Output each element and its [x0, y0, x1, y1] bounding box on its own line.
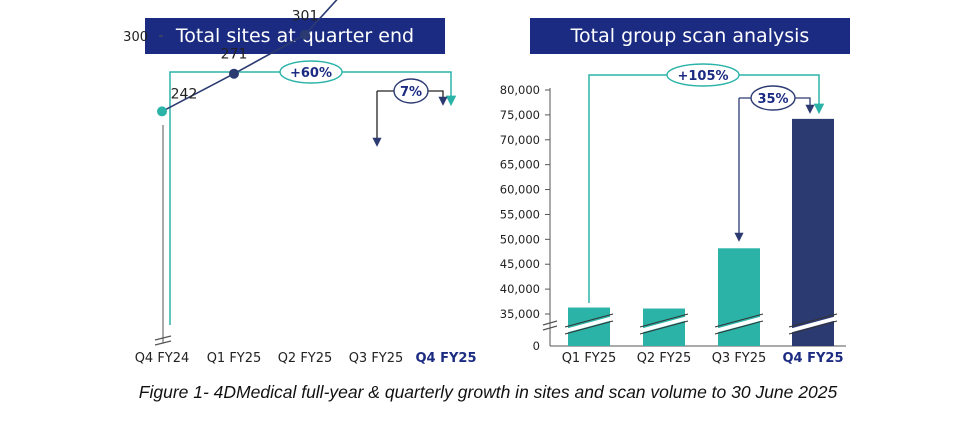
sites-xtick-label: Q2 FY25	[278, 351, 333, 366]
sites-growth-bracket	[169, 71, 457, 325]
sites-xtick-label: Q4 FY24	[135, 351, 190, 366]
sites-qoq-badge	[393, 78, 429, 104]
scans-bar-break	[714, 316, 764, 333]
scans-bar-break-line	[788, 320, 838, 335]
sites-axis-break-2	[154, 340, 172, 346]
sites-value-label: 301	[292, 9, 319, 25]
sites-value-label: 271	[221, 47, 248, 63]
sites-point	[229, 68, 239, 79]
scans-xtick-label: Q1 FY25	[562, 351, 617, 366]
sites-point	[300, 29, 310, 40]
sites-title: Total sites at quarter end	[175, 25, 414, 47]
scans-bar-break-line	[564, 313, 614, 328]
scans-bar	[792, 118, 834, 346]
sites-ytick-label: 300	[123, 30, 148, 45]
scans-ytick-label: 40,000	[500, 282, 540, 296]
scans-bar-break-line	[639, 320, 689, 335]
sites-xtick-label: Q1 FY25	[207, 351, 262, 366]
scans-ytick-label: 60,000	[500, 183, 540, 197]
sites-xtick-label: Q4 FY25	[415, 351, 476, 366]
figure-caption: Figure 1- 4DMedical full-year & quarterl…	[138, 382, 838, 402]
scans-title-banner	[530, 18, 850, 54]
scans-bar-break-line	[788, 313, 838, 328]
scans-ytick-label: 45,000	[500, 257, 540, 271]
scans-growth-badge	[666, 63, 740, 87]
scans-growth-bracket	[588, 74, 825, 303]
scans-ytick-label: 55,000	[500, 207, 540, 221]
scans-bar-break-line	[639, 313, 689, 328]
sites-chart: Total sites at quarter end 300350400 +60…	[123, 0, 477, 366]
sites-growth-badge	[279, 60, 343, 84]
sites-qoq-label: 7%	[400, 85, 422, 100]
scans-axis-break-2	[542, 325, 558, 331]
scans-xtick-label: Q2 FY25	[637, 351, 692, 366]
scans-xtick-label: Q4 FY25	[782, 351, 843, 366]
scans-ytick-label: 50,000	[500, 232, 540, 246]
scans-bar-break-line	[564, 320, 614, 335]
scans-axis-break-1	[542, 320, 558, 326]
scans-zero-label: 0	[533, 339, 540, 353]
scans-ytick-label: 65,000	[500, 158, 540, 172]
scans-qoq-badge	[750, 85, 796, 111]
sites-xtick-label: Q3 FY25	[349, 351, 404, 366]
sites-growth-label: +60%	[290, 66, 332, 81]
scans-bar-break	[639, 316, 689, 333]
sites-title-banner	[145, 18, 445, 54]
sites-value-label: 242	[171, 86, 198, 102]
sites-point	[157, 106, 167, 117]
scans-growth-label: +105%	[677, 69, 728, 84]
scans-xtick-label: Q3 FY25	[712, 351, 767, 366]
scans-bar-break-line	[714, 313, 764, 328]
scans-ytick-label: 75,000	[500, 108, 540, 122]
scans-bar-break-line	[714, 320, 764, 335]
scans-title: Total group scan analysis	[570, 25, 810, 47]
scans-chart: Total group scan analysis 35,000 40,000 45…	[500, 18, 850, 366]
scans-ytick-label: 70,000	[500, 133, 540, 147]
scans-qoq-label: 35%	[757, 92, 788, 107]
scans-ytick-label: 35,000	[500, 307, 540, 321]
scans-bar-break	[788, 316, 838, 333]
scans-bar-break	[564, 316, 614, 333]
sites-axis-break-1	[154, 335, 172, 341]
scans-ytick-label: 80,000	[500, 83, 540, 97]
